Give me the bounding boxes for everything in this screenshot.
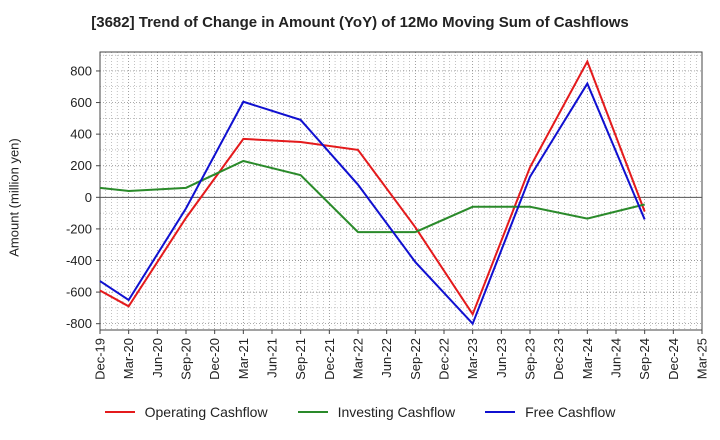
y-tick-label: 200 [70, 158, 92, 173]
legend-swatch-investing [297, 411, 328, 413]
series-line-free-cashflow [99, 81, 646, 326]
x-tick-label: Sep-21 [293, 338, 308, 380]
legend-item-free: Free Cashflow [485, 404, 615, 420]
legend-label-investing: Investing Cashflow [337, 404, 456, 420]
legend-item-investing: Investing Cashflow [297, 404, 456, 420]
y-tick-label: -600 [66, 285, 92, 300]
legend-item-operating: Operating Cashflow [104, 404, 268, 420]
x-tick-label: Sep-20 [179, 338, 194, 380]
legend: Operating Cashflow Investing Cashflow Fr… [0, 404, 720, 420]
legend-swatch-operating [104, 411, 135, 413]
legend-label-operating: Operating Cashflow [144, 404, 268, 420]
x-tick-label: Sep-23 [523, 338, 538, 380]
y-tick-label: 600 [70, 95, 92, 110]
x-tick-label: Jun-24 [609, 338, 624, 378]
y-tick-label: -200 [66, 221, 92, 236]
y-tick-label: 0 [85, 190, 92, 205]
x-tick-label: Dec-24 [666, 338, 681, 380]
x-tick-label: Mar-22 [351, 338, 366, 379]
x-tick-label: Jun-20 [150, 338, 165, 378]
y-tick-label: 400 [70, 127, 92, 142]
x-tick-label: Dec-21 [322, 338, 337, 380]
x-tick-label: Jun-23 [494, 338, 509, 378]
x-tick-label: Mar-20 [121, 338, 136, 379]
x-tick-label: Dec-19 [93, 338, 108, 380]
series [99, 59, 646, 326]
x-tick-label: Mar-23 [465, 338, 480, 379]
legend-label-free: Free Cashflow [525, 404, 616, 420]
series-line-investing-cashflow [99, 159, 645, 234]
x-tick-label: Dec-22 [437, 338, 452, 380]
x-tick-label: Dec-23 [551, 338, 566, 380]
chart-title: [3682] Trend of Change in Amount (YoY) o… [91, 14, 629, 31]
x-tick-label: Jun-21 [265, 338, 280, 378]
y-tick-label: -800 [66, 316, 92, 331]
legend-swatch-free [485, 411, 516, 413]
x-tick-label: Dec-20 [207, 338, 222, 380]
series-line-operating-cashflow [99, 59, 646, 317]
x-tick-label: Mar-24 [580, 338, 595, 379]
x-tick-label: Sep-24 [637, 338, 652, 380]
x-tick-label: Mar-21 [236, 338, 251, 379]
x-tick-label: Jun-22 [379, 338, 394, 378]
plot-frame [99, 51, 703, 331]
grid [100, 52, 702, 330]
x-tick-label: Sep-22 [408, 338, 423, 380]
y-tick-label: -400 [66, 253, 92, 268]
x-tick-label: Mar-25 [695, 338, 710, 379]
y-tick-label: 800 [70, 63, 92, 78]
